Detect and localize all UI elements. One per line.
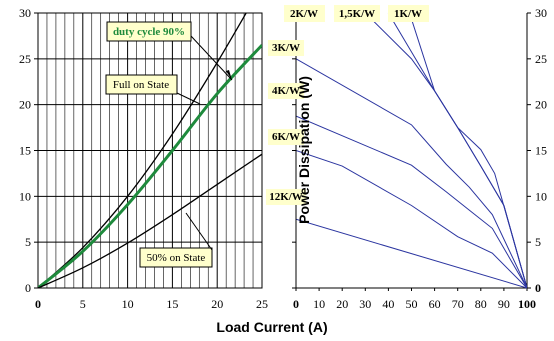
left-x-tick-label: 25 <box>256 297 268 311</box>
right-x-tick-label: 0 <box>293 297 299 311</box>
svg-text:1K/W: 1K/W <box>394 8 422 20</box>
left-x-tick-label: 20 <box>211 297 223 311</box>
leader-full-on <box>176 92 201 105</box>
right-series-line-3 <box>296 58 527 289</box>
left-y-tick-label: 0 <box>25 281 31 295</box>
label-4kw: 4K/W <box>268 83 304 99</box>
annotation-fifty-on: 50% on State <box>139 247 213 268</box>
leader-duty-cycle-arrow <box>226 70 232 80</box>
annotation-duty-cycle-text: duty cycle 90% <box>113 26 185 38</box>
right-plot-series <box>296 13 527 289</box>
label-6kw: 6K/W <box>268 129 304 145</box>
right-x-tick-label: 80 <box>475 297 487 311</box>
right-series-line-6 <box>296 218 527 289</box>
x-axis-title: Load Current (A) <box>216 319 327 335</box>
right-x-tick-label: 40 <box>382 297 394 311</box>
svg-text:12K/W: 12K/W <box>269 191 303 203</box>
label-1kw: 1K/W <box>388 5 429 22</box>
right-y-tick-label: 30 <box>535 6 547 20</box>
right-series-line-2 <box>409 13 527 289</box>
right-plot-ticks: 0 10 20 30 40 50 60 70 80 90 100 0 5 10 15 20 25 30 <box>292 6 547 311</box>
annotation-full-on-text: Full on State <box>113 79 169 91</box>
right-x-tick-label: 60 <box>429 297 441 311</box>
right-y-tick-label: 0 <box>535 281 541 295</box>
right-y-tick-label: 5 <box>535 235 541 249</box>
left-x-tick-label: 5 <box>80 297 86 311</box>
right-series-line-0 <box>364 13 527 289</box>
svg-text:6K/W: 6K/W <box>272 131 300 143</box>
left-plot-ticks: 0 5 10 15 20 25 30 0 5 10 15 20 25 <box>19 6 268 311</box>
left-y-tick-label: 10 <box>19 189 31 203</box>
left-series-line-2 <box>38 153 262 288</box>
right-series-line-4 <box>296 115 527 289</box>
left-x-tick-label: 0 <box>35 297 41 311</box>
right-y-axis-title: Power Dissipation (W) <box>296 76 312 224</box>
svg-text:3K/W: 3K/W <box>272 42 300 54</box>
annotation-fifty-on-text: 50% on State <box>147 252 206 264</box>
left-series-line-1 <box>38 44 262 288</box>
right-y-tick-label: 10 <box>535 189 547 203</box>
right-series-line-1 <box>387 13 527 289</box>
right-x-tick-label: 20 <box>336 297 348 311</box>
svg-text:1,5K/W: 1,5K/W <box>339 8 375 20</box>
left-plot-grid <box>37 12 263 289</box>
left-x-tick-label: 10 <box>122 297 134 311</box>
right-y-tick-label: 20 <box>535 98 547 112</box>
label-2kw: 2K/W <box>284 5 325 22</box>
label-15kw: 1,5K/W <box>334 5 380 22</box>
right-y-tick-label: 15 <box>535 144 547 158</box>
right-x-tick-label: 90 <box>498 297 510 311</box>
left-y-tick-label: 15 <box>19 144 31 158</box>
right-x-tick-label: 30 <box>359 297 371 311</box>
left-x-tick-label: 15 <box>166 297 178 311</box>
svg-text:4K/W: 4K/W <box>272 85 300 97</box>
leader-duty-cycle <box>190 35 233 81</box>
leader-fifty-on <box>185 212 213 251</box>
label-12kw: 12K/W <box>266 189 306 205</box>
left-plot-series <box>38 13 262 288</box>
right-y-tick-label: 25 <box>535 52 547 66</box>
left-y-tick-label: 30 <box>19 6 31 20</box>
svg-text:2K/W: 2K/W <box>290 8 318 20</box>
left-y-tick-label: 25 <box>19 52 31 66</box>
left-series-line-0 <box>38 13 247 288</box>
right-x-tick-label: 10 <box>313 297 325 311</box>
right-x-tick-label: 70 <box>452 297 464 311</box>
left-y-tick-label: 20 <box>19 98 31 112</box>
right-series-line-5 <box>296 150 527 289</box>
right-x-tick-label: 50 <box>406 297 418 311</box>
right-x-tick-label: 100 <box>518 297 536 311</box>
left-y-tick-label: 5 <box>25 235 31 249</box>
annotation-duty-cycle: duty cycle 90% <box>106 21 192 42</box>
label-3kw: 3K/W <box>268 40 304 56</box>
annotation-full-on: Full on State <box>105 74 178 95</box>
